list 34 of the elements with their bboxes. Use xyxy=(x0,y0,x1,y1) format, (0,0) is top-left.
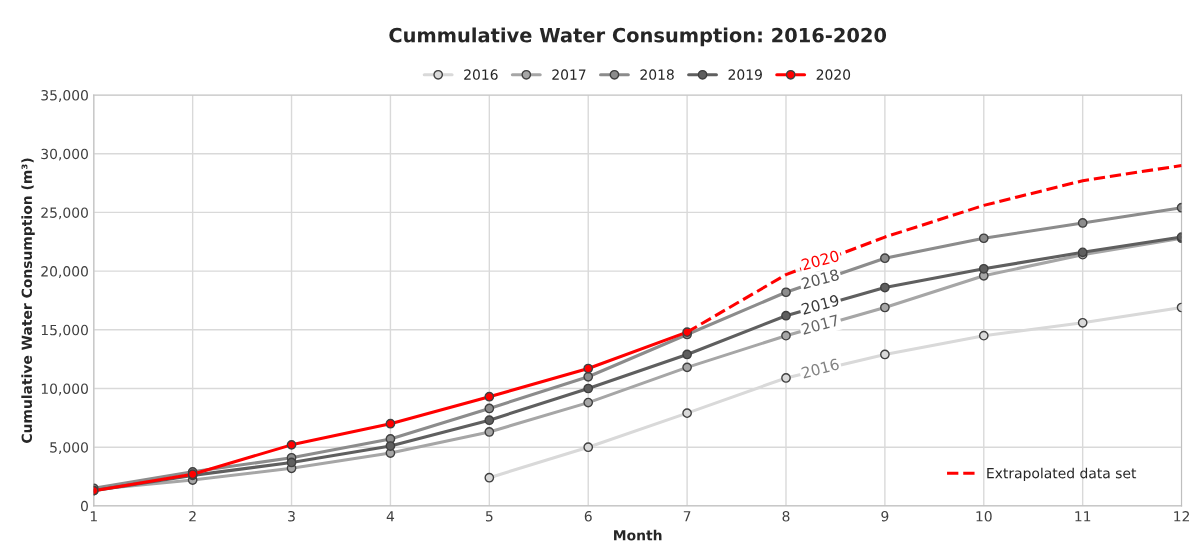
text: 2018 xyxy=(801,268,840,290)
y-tick-label: 30,000 xyxy=(41,148,88,161)
legend-label: 2017 xyxy=(552,69,586,80)
text: 2019 xyxy=(801,294,840,315)
x-tick-label: 5 xyxy=(485,511,493,522)
chart-title: Cummulative Water Consumption: 2016-2020 xyxy=(389,27,887,47)
y-tick-label: 20,000 xyxy=(41,266,88,279)
x-tick-label: 7 xyxy=(683,511,691,522)
legend-label: 2016 xyxy=(464,69,498,80)
x-tick-label: 11 xyxy=(1075,511,1091,522)
legend-label: Extrapolated data set xyxy=(987,467,1137,482)
y-tick-label: 25,000 xyxy=(41,207,88,220)
legend-label: 2018 xyxy=(640,69,674,80)
y-axis-title: Cumulative Water Consumption (m³) xyxy=(21,158,35,443)
text: 2020 xyxy=(801,249,840,271)
x-tick-label: 10 xyxy=(976,511,992,522)
y-tick-label: 5,000 xyxy=(50,442,88,455)
legend-label: 2020 xyxy=(816,69,851,80)
x-tick-label: 1 xyxy=(90,511,97,522)
y-tick-label: 35,000 xyxy=(41,90,88,102)
x-tick-label: 8 xyxy=(782,511,790,522)
y-tick-label: 0 xyxy=(80,500,88,512)
x-tick-label: 4 xyxy=(386,511,395,522)
x-tick-label: 12 xyxy=(1174,511,1190,522)
x-tick-label: 2 xyxy=(189,511,196,522)
text: 2016 xyxy=(801,358,840,379)
y-tick-label: 15,000 xyxy=(41,324,88,337)
x-axis-title: Month xyxy=(614,529,662,541)
x-tick-label: 6 xyxy=(584,511,592,522)
x-tick-label: 9 xyxy=(881,511,889,522)
legend-label: 2019 xyxy=(728,69,762,80)
x-tick-label: 3 xyxy=(288,511,295,522)
y-tick-label: 10,000 xyxy=(41,383,88,396)
text: 2017 xyxy=(801,314,840,335)
